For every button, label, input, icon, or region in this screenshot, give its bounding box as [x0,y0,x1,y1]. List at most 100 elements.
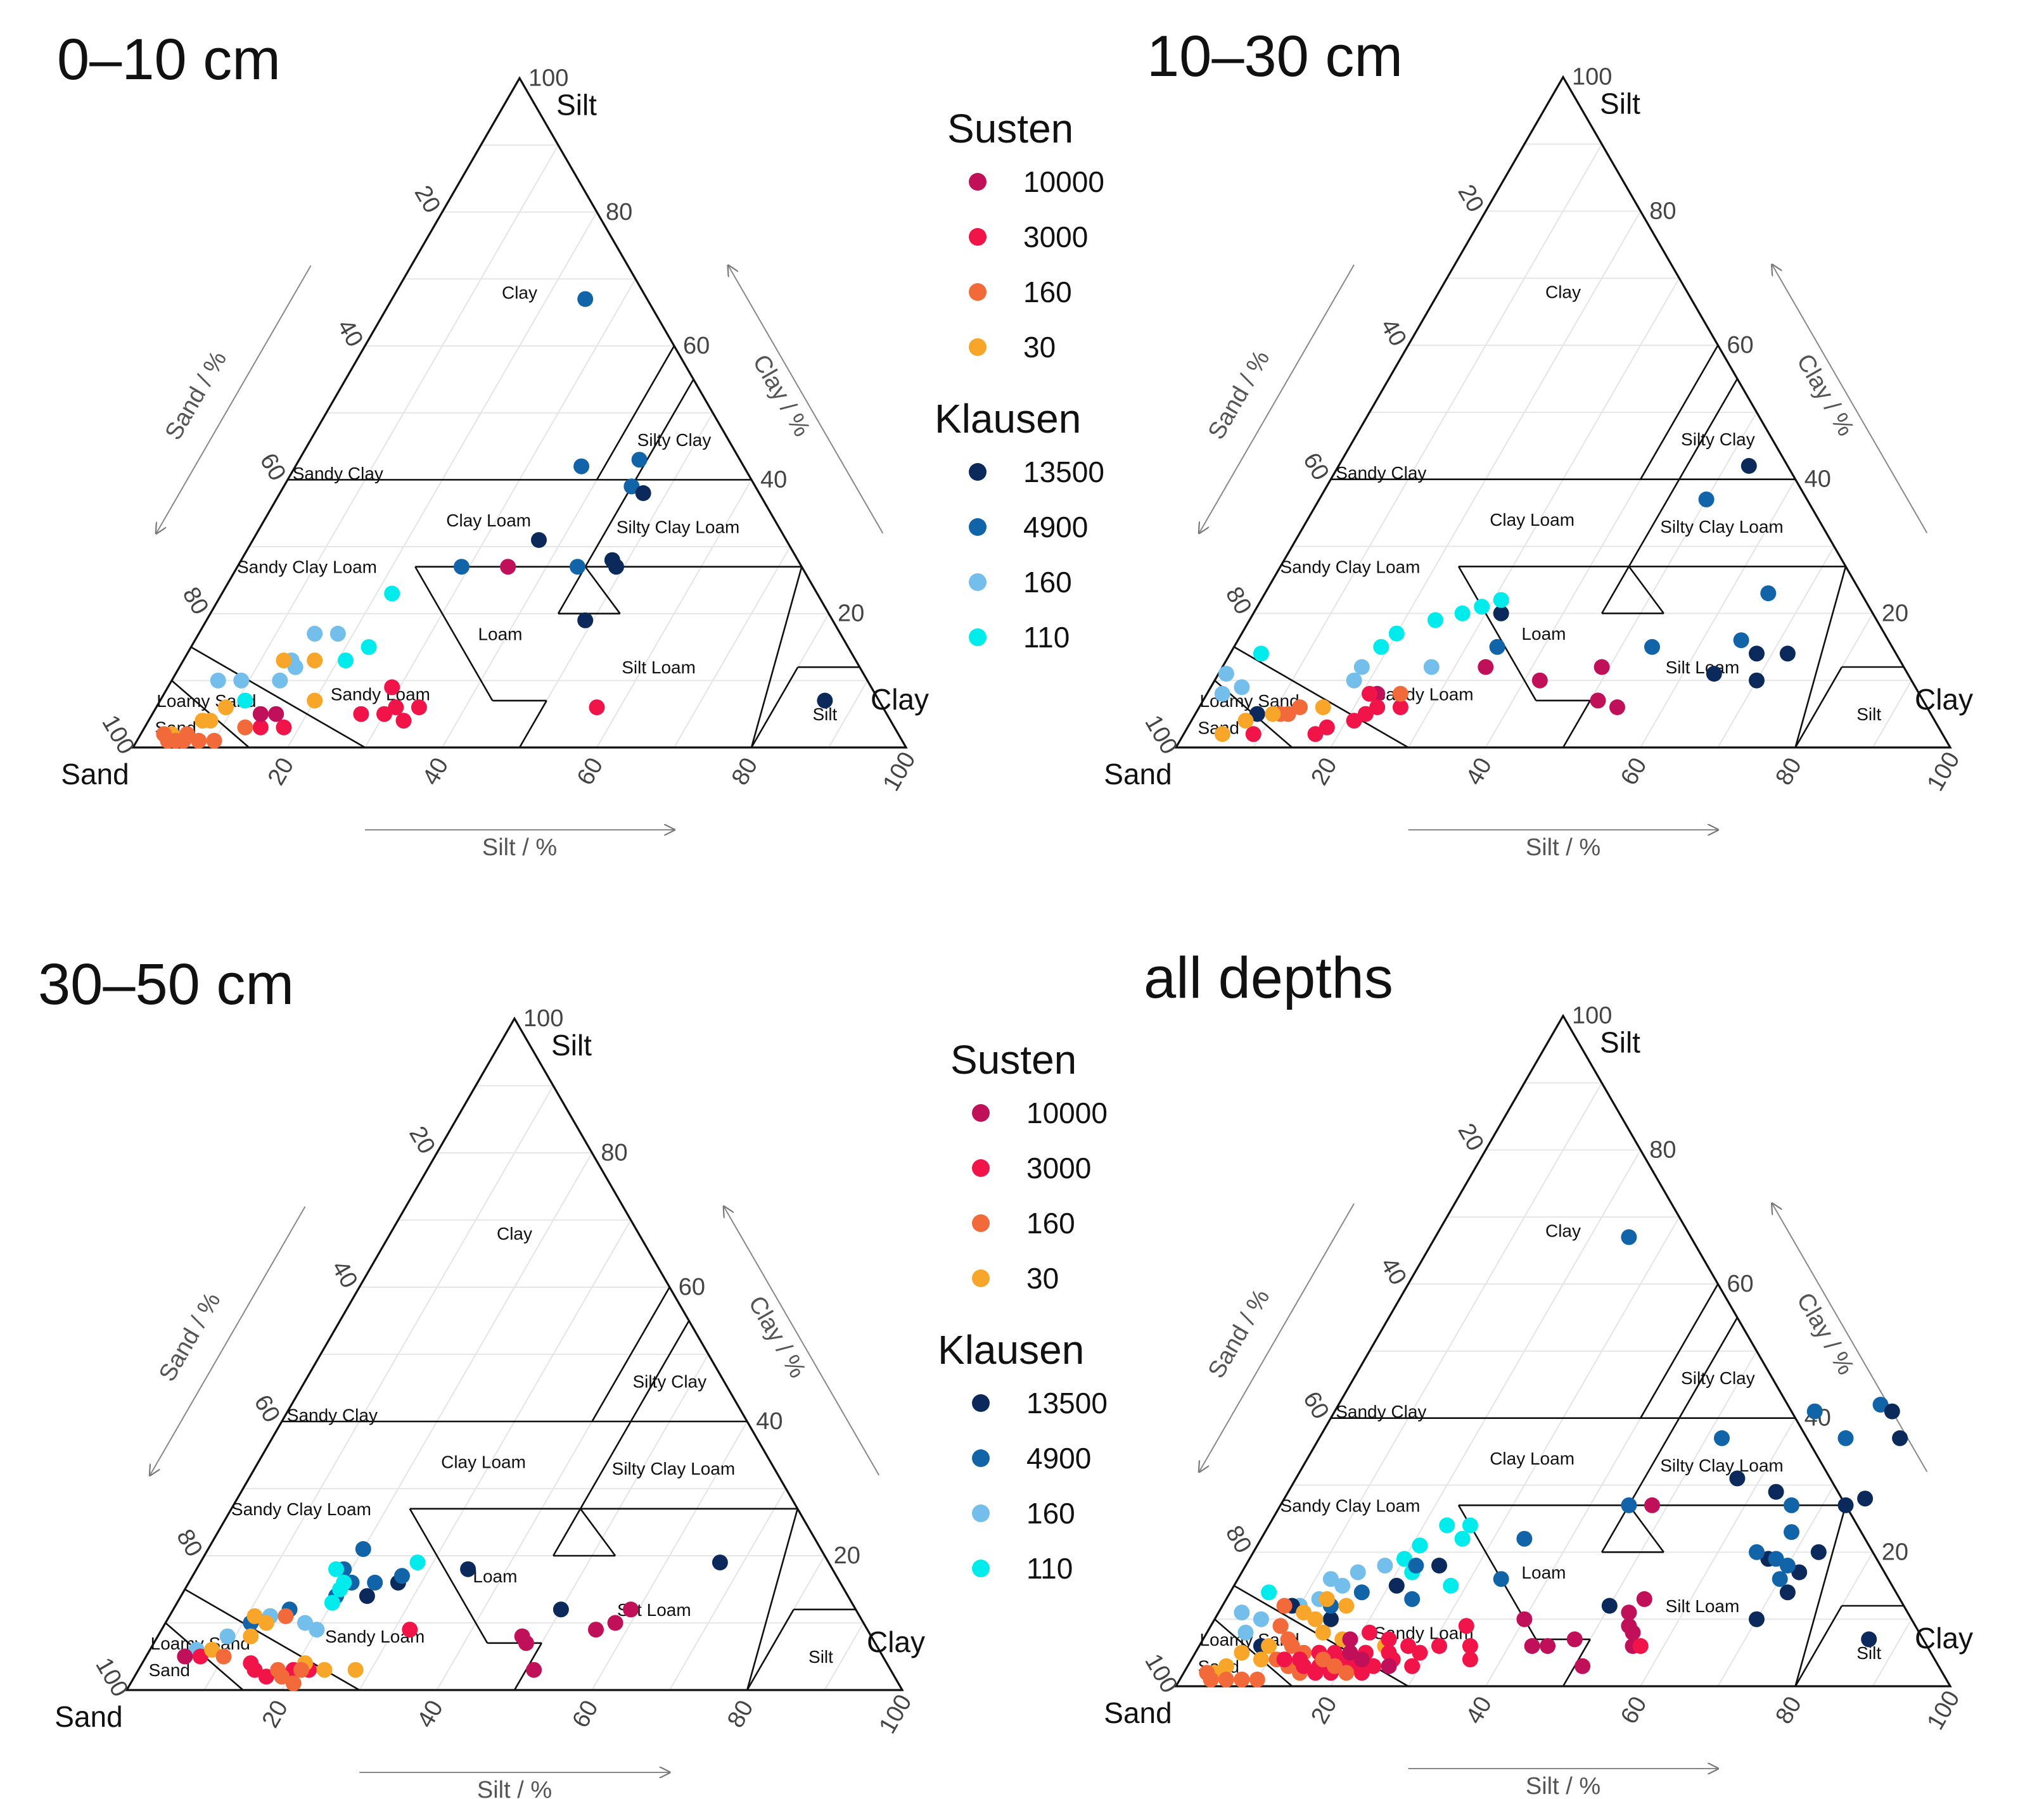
class-label: Silty Clay [1681,429,1755,449]
data-point [1381,1658,1397,1674]
silt-tick: 100 [874,1690,917,1738]
data-point [246,1608,263,1624]
data-point [217,699,234,716]
class-boundary [1600,566,1630,614]
class-boundary [1794,1504,1847,1687]
data-point [1749,1544,1765,1560]
data-point [233,672,250,689]
class-boundary [414,566,494,701]
clay-tick: 80 [606,199,632,226]
corner-clay: Clay [1915,1622,1973,1655]
data-point [1706,666,1722,682]
grid-line [1872,680,1912,748]
data-point [1237,1624,1254,1641]
data-point [1872,1397,1889,1413]
data-point [361,639,377,655]
class-labels: Clay Sandy Clay Silty Clay Clay Loam Silty C… [155,283,837,738]
class-boundary [1628,1451,1661,1506]
data-point [1540,1638,1556,1654]
data-point [215,1648,232,1665]
data-point [1493,605,1509,621]
data-point [1342,1644,1358,1661]
data-point [454,559,469,575]
silt-tick: 100 [1922,747,1965,796]
data-point [1388,1577,1405,1594]
data-point [1334,1577,1351,1594]
data-point [1741,458,1757,474]
sand-arrow [150,1206,306,1475]
data-point [1423,659,1440,675]
data-point [297,1615,313,1631]
legend-marker [969,628,987,646]
class-boundary [579,1508,616,1556]
sand-tick: 100 [90,1653,133,1701]
data-point [307,692,323,709]
grid [1215,143,1912,748]
grid-line [359,1219,632,1691]
data-point [1594,659,1610,675]
legend-label: 4900 [1026,1442,1091,1475]
data-point [276,719,292,735]
data-points [1214,458,1796,742]
data-point [252,706,269,722]
clay-arrow [724,1207,880,1476]
data-point [394,1568,410,1584]
data-point [1884,1403,1900,1420]
sand-tick: 80 [1220,1522,1257,1558]
data-point [376,706,392,722]
data-point [1369,699,1386,715]
class-label: Silty Clay Loam [616,517,740,537]
ternary-plot: Clay Sandy Clay Silty Clay Clay Loam Silty C… [61,65,929,861]
class-boundary [750,666,799,748]
data-point [1779,1558,1796,1573]
data-point [635,485,651,501]
data-point [195,713,211,729]
data-point [1234,1644,1250,1661]
data-point [409,1554,426,1571]
data-point [1621,1497,1637,1513]
data-points [177,1541,728,1691]
class-label: Loam [1521,1563,1566,1582]
data-point [285,1675,302,1691]
class-label: Sandy Clay [1336,463,1426,483]
grid-line [824,1622,864,1691]
data-point [353,706,369,722]
data-point [268,706,284,722]
class-boundary [1628,566,1664,614]
data-point [1203,1671,1219,1688]
sand-arrow [1199,1203,1355,1472]
class-boundary [579,1454,613,1510]
panel-0-10cm: 0–10 cm Clay Sandy Clay Silty Clay Clay Loa… [57,27,929,861]
data-point [1353,659,1370,675]
data-point [1218,666,1234,682]
data-point [1458,1618,1474,1634]
data-point [1327,1658,1343,1674]
data-point [210,672,226,689]
sand-tick: 100 [96,711,139,759]
class-label: Silt Loam [1666,658,1740,677]
clay-tick: 100 [523,1005,563,1032]
corner-sand: Sand [54,1700,122,1733]
grid-line [596,479,752,748]
data-point [712,1554,728,1571]
panel-10-30cm: 10–30 cm Clay Sandy Clay Silty Clay Clay Lo… [1104,24,1973,861]
silt-tick: 40 [1461,1692,1498,1729]
data-point [359,1588,375,1605]
class-boundary [610,1320,690,1456]
legend-label: 4900 [1023,511,1088,544]
clay-tick: 20 [834,1542,860,1569]
sand-tick: 40 [1375,1253,1412,1290]
data-point [1261,1638,1277,1654]
sand-tick: 60 [255,449,291,486]
grid-line [364,278,636,748]
data-point [514,1628,530,1644]
data-point [1784,1524,1799,1541]
corner-silt: Silt [1600,87,1640,120]
data-point [355,1541,371,1557]
data-point [1404,1658,1421,1674]
legend-label: 13500 [1023,455,1104,488]
data-point [1296,1658,1312,1674]
silt-tick: 40 [418,753,454,790]
grid-line [1407,1216,1680,1687]
data-point [1698,491,1715,507]
